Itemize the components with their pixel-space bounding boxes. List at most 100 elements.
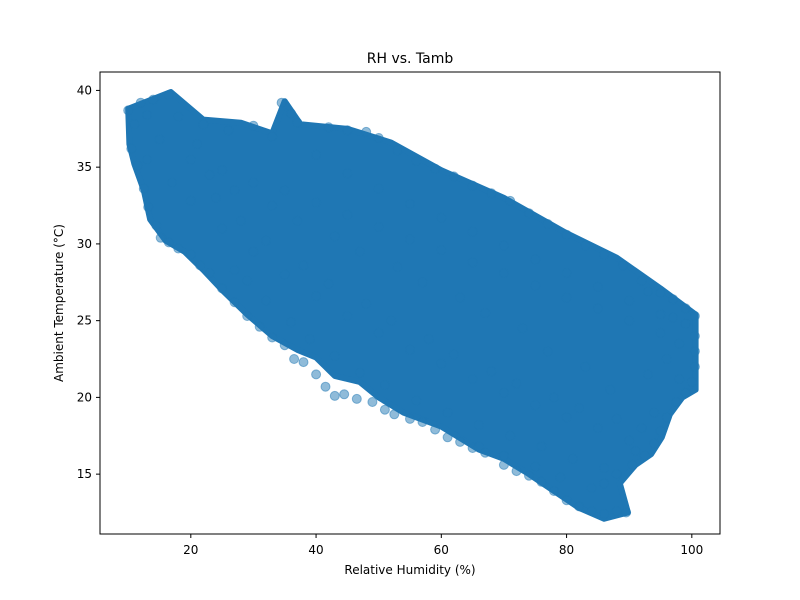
scatter-point bbox=[329, 351, 340, 361]
scatter-point bbox=[185, 195, 196, 206]
scatter-point bbox=[574, 403, 585, 414]
scatter-point bbox=[524, 470, 534, 481]
scatter-point bbox=[680, 387, 691, 398]
scatter-point bbox=[599, 463, 610, 473]
scatter-point bbox=[286, 108, 296, 119]
scatter-point bbox=[373, 183, 384, 194]
scatter-point bbox=[674, 338, 685, 349]
scatter-point bbox=[689, 361, 700, 372]
scatter-point bbox=[320, 381, 331, 392]
scatter-point bbox=[480, 308, 491, 318]
scatter-point bbox=[436, 245, 447, 255]
scatter-point bbox=[592, 281, 603, 292]
scatter-point bbox=[624, 295, 635, 306]
scatter-point bbox=[561, 412, 572, 423]
scatter-point bbox=[229, 185, 240, 196]
scatter-point bbox=[655, 309, 666, 320]
scatter-point bbox=[530, 461, 541, 472]
scatter-point bbox=[448, 349, 459, 360]
scatter-point bbox=[442, 432, 453, 443]
scatter-point bbox=[267, 131, 278, 142]
scatter-point bbox=[311, 197, 322, 208]
scatter-point bbox=[392, 261, 403, 272]
scatter-point bbox=[292, 117, 303, 128]
scatter-point bbox=[289, 354, 300, 364]
scatter-point bbox=[210, 192, 221, 203]
scatter-point bbox=[448, 171, 459, 182]
scatter-point bbox=[142, 154, 152, 165]
scatter-point bbox=[599, 509, 610, 519]
scatter-point bbox=[580, 361, 591, 372]
scatter-point bbox=[217, 165, 228, 176]
x-tick-label: 100 bbox=[680, 543, 703, 557]
x-tick-label: 80 bbox=[559, 543, 574, 557]
scatter-point bbox=[342, 311, 353, 321]
scatter-point bbox=[592, 423, 603, 434]
scatter-point bbox=[223, 125, 234, 136]
scatter-point bbox=[185, 154, 196, 165]
scatter-point bbox=[436, 212, 447, 223]
y-axis-title: Ambient Temperature (°C) bbox=[52, 224, 66, 382]
scatter-point bbox=[389, 409, 400, 420]
scatter-point bbox=[636, 423, 647, 434]
y-tick-label: 30 bbox=[77, 237, 92, 251]
scatter-point bbox=[586, 483, 597, 493]
scatter-point bbox=[204, 268, 215, 279]
scatter-point bbox=[455, 292, 466, 303]
scatter-point bbox=[261, 235, 271, 246]
scatter-point bbox=[498, 459, 509, 470]
scatter-point bbox=[167, 177, 177, 188]
scatter-point bbox=[311, 149, 322, 160]
scatter-point bbox=[354, 246, 365, 257]
scatter-point bbox=[586, 506, 597, 516]
scatter-point bbox=[549, 486, 559, 496]
scatter-point bbox=[530, 254, 541, 265]
scatter-point bbox=[505, 430, 516, 441]
scatter-point bbox=[555, 472, 566, 483]
scatter-point bbox=[467, 180, 478, 191]
scatter-point bbox=[467, 226, 478, 237]
scatter-point bbox=[442, 407, 453, 418]
y-axis-ticks: 15 20 25 30 35 40 bbox=[77, 83, 100, 481]
scatter-point bbox=[229, 297, 240, 308]
plot-area-frame bbox=[99, 71, 721, 535]
scatter-point bbox=[643, 369, 653, 380]
scatter-point bbox=[536, 476, 547, 487]
scatter-point bbox=[417, 277, 428, 288]
scatter-point bbox=[655, 288, 666, 298]
scatter-point bbox=[304, 334, 315, 345]
scatter-point bbox=[373, 327, 384, 338]
scatter-point bbox=[430, 424, 441, 435]
scatter-point bbox=[467, 374, 478, 384]
scatter-point bbox=[142, 110, 152, 120]
scatter-point bbox=[480, 447, 491, 458]
scatter-point bbox=[148, 94, 159, 105]
scatter-point bbox=[242, 311, 253, 321]
scatter-point bbox=[292, 215, 303, 226]
scatter-point bbox=[155, 232, 166, 243]
scatter-point bbox=[680, 303, 691, 314]
x-tick-label: 20 bbox=[183, 543, 198, 557]
scatter-point bbox=[668, 312, 678, 323]
scatter-point bbox=[530, 280, 541, 291]
scatter-point bbox=[680, 318, 691, 329]
scatter-point bbox=[617, 260, 628, 271]
scatter-points bbox=[123, 89, 700, 522]
scatter-point bbox=[298, 260, 309, 271]
scatter-point bbox=[511, 466, 522, 477]
scatter-point bbox=[204, 169, 215, 180]
scatter-point bbox=[599, 478, 610, 489]
scatter-point bbox=[329, 231, 340, 242]
scatter-point bbox=[195, 260, 206, 271]
scatter-point bbox=[143, 202, 154, 213]
scatter-point bbox=[123, 105, 134, 116]
scatter-point bbox=[248, 177, 259, 188]
scatter-point bbox=[298, 357, 309, 368]
scatter-point bbox=[599, 249, 610, 260]
scatter-point bbox=[505, 195, 516, 206]
chart-title: RH vs. Tamb bbox=[367, 51, 454, 67]
scatter-point bbox=[267, 200, 278, 211]
scatter-point bbox=[486, 188, 497, 199]
scatter-point bbox=[417, 417, 428, 427]
